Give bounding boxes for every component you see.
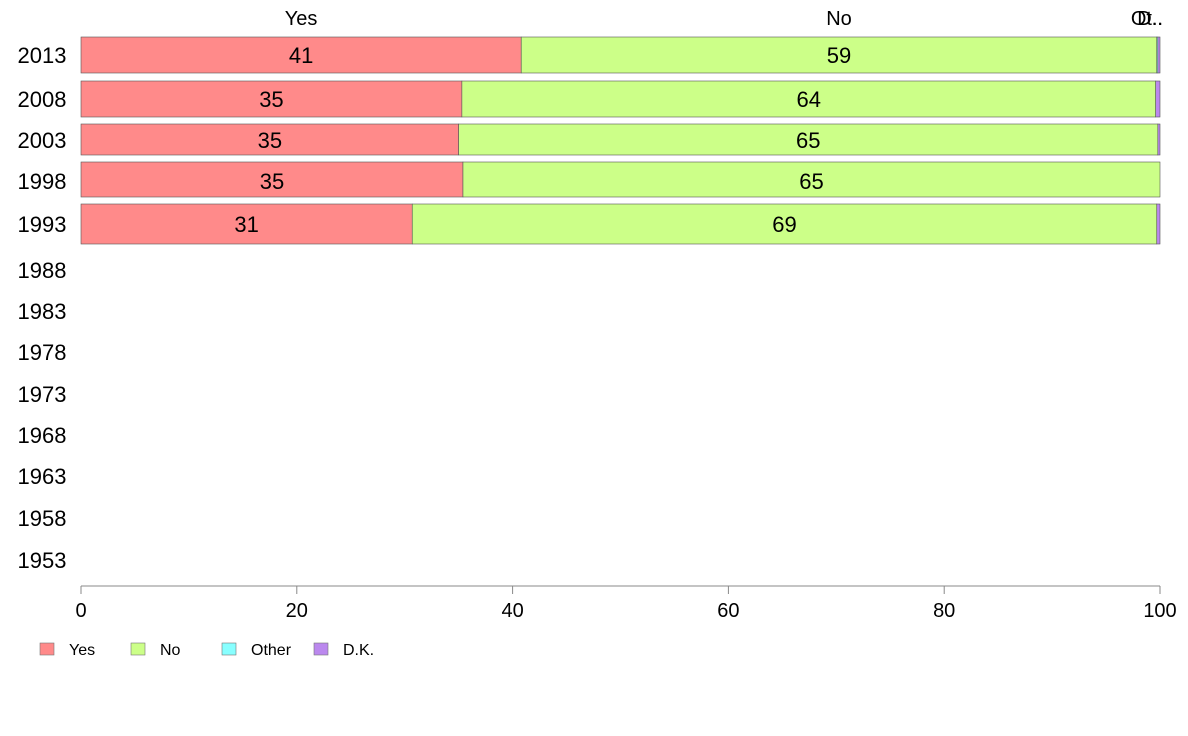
y-tick-label-1993: 1993 bbox=[18, 212, 67, 237]
y-tick-label-2013: 2013 bbox=[18, 43, 67, 68]
x-tick-label-20: 20 bbox=[286, 600, 308, 622]
x-axis: 0 20 40 60 80 100 bbox=[75, 585, 1177, 622]
legend-label-other: Other bbox=[251, 642, 292, 659]
y-tick-label-1973: 1973 bbox=[18, 382, 67, 407]
bar-2008-dk bbox=[1155, 80, 1161, 118]
y-axis-labels: 2013 2008 2003 1998 1993 1988 1983 1978 1973 1968… bbox=[18, 43, 67, 573]
bar-2008-yes bbox=[80, 80, 463, 118]
column-header-1: No bbox=[826, 8, 852, 30]
legend-swatch-other bbox=[221, 642, 237, 656]
y-tick-label-1983: 1983 bbox=[18, 299, 67, 324]
bar-2003-yes bbox=[80, 123, 459, 156]
bars-layer bbox=[80, 36, 1161, 245]
column-header-0: Yes bbox=[285, 8, 318, 30]
x-tick-label-80: 80 bbox=[933, 600, 955, 622]
legend-label-dk: D.K. bbox=[343, 642, 374, 659]
y-tick-label-1953: 1953 bbox=[18, 548, 67, 573]
data-label-2003-no: 65 bbox=[796, 128, 820, 153]
bar-2003-no bbox=[458, 123, 1159, 156]
bar-2003-dk bbox=[1157, 123, 1161, 156]
y-tick-label-2008: 2008 bbox=[18, 87, 67, 112]
bar-1998-yes bbox=[80, 161, 464, 198]
column-header-2: Ot.. bbox=[1131, 8, 1163, 30]
legend-swatch-dk bbox=[313, 642, 329, 656]
x-tick-label-40: 40 bbox=[501, 600, 523, 622]
bar-2013-no bbox=[520, 36, 1158, 74]
y-tick-label-1978: 1978 bbox=[18, 340, 67, 365]
y-tick-label-1958: 1958 bbox=[18, 506, 67, 531]
data-label-2003-yes: 35 bbox=[258, 128, 282, 153]
y-tick-label-1963: 1963 bbox=[18, 464, 67, 489]
data-label-2008-no: 64 bbox=[797, 87, 821, 112]
bar-2013-dk bbox=[1157, 36, 1161, 74]
bar-labels-layer: 41 59 35 64 35 65 35 65 31 69 bbox=[234, 43, 851, 237]
column-headers: Yes No Ot..D.. bbox=[285, 8, 1163, 30]
data-label-2013-no: 59 bbox=[827, 43, 851, 68]
y-tick-label-1998: 1998 bbox=[18, 169, 67, 194]
data-label-1993-no: 69 bbox=[772, 212, 796, 237]
y-tick-label-2003: 2003 bbox=[18, 128, 67, 153]
column-header-3: D.. bbox=[1137, 8, 1163, 30]
legend-swatch-no bbox=[130, 642, 146, 656]
data-label-1998-yes: 35 bbox=[260, 169, 284, 194]
x-tick-label-0: 0 bbox=[75, 600, 86, 622]
legend-label-yes: Yes bbox=[69, 642, 95, 659]
bar-1993-no bbox=[411, 203, 1158, 245]
legend-label-no: No bbox=[160, 642, 181, 659]
bar-1993-dk bbox=[1156, 203, 1161, 245]
x-tick-label-60: 60 bbox=[717, 600, 739, 622]
x-tick-label-100: 100 bbox=[1143, 600, 1176, 622]
bar-2008-no bbox=[461, 80, 1156, 118]
data-label-2008-yes: 35 bbox=[259, 87, 283, 112]
data-label-1998-no: 65 bbox=[799, 169, 823, 194]
bar-1998-no bbox=[462, 161, 1161, 198]
data-label-2013-yes: 41 bbox=[289, 43, 313, 68]
y-tick-label-1968: 1968 bbox=[18, 423, 67, 448]
y-tick-label-1988: 1988 bbox=[18, 258, 67, 283]
data-label-1993-yes: 31 bbox=[234, 212, 258, 237]
legend-swatch-yes bbox=[39, 642, 55, 656]
bar-2013-yes bbox=[80, 36, 522, 74]
legend: Yes No Other D.K. bbox=[39, 642, 374, 659]
